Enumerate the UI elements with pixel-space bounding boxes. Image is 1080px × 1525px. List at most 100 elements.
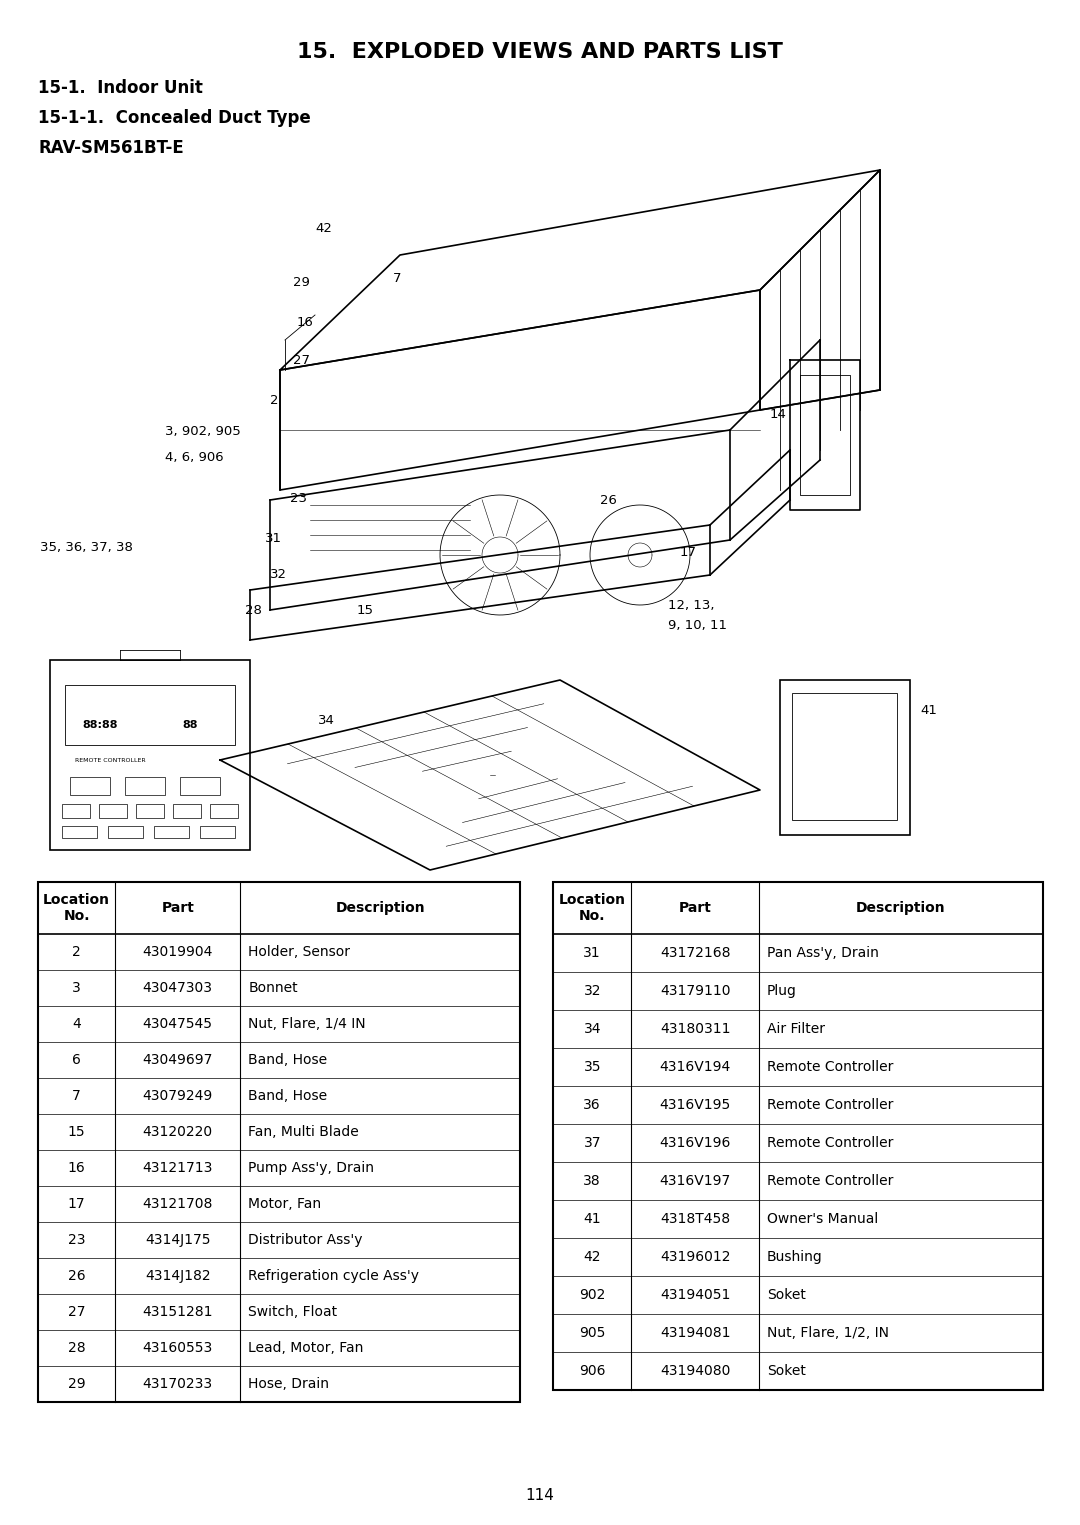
Bar (210, 804, 238, 817)
Text: 43194081: 43194081 (660, 1327, 730, 1340)
Bar (792, 692, 897, 820)
Text: 23: 23 (68, 1234, 85, 1247)
Text: Air Filter: Air Filter (767, 1022, 825, 1035)
Text: Bonnet: Bonnet (248, 981, 298, 994)
Text: 3: 3 (72, 981, 81, 994)
Text: Distributor Ass'y: Distributor Ass'y (248, 1234, 363, 1247)
Text: 43180311: 43180311 (660, 1022, 730, 1035)
Text: 2: 2 (270, 393, 279, 407)
Bar (62, 827, 97, 839)
Text: Lead, Motor, Fan: Lead, Motor, Fan (248, 1340, 364, 1356)
Text: 43172168: 43172168 (660, 946, 730, 961)
Text: Part: Part (161, 901, 194, 915)
Text: 43194080: 43194080 (660, 1363, 730, 1379)
Bar (62, 804, 90, 817)
Text: Description: Description (336, 901, 426, 915)
Text: Band, Hose: Band, Hose (248, 1089, 327, 1103)
Text: Soket: Soket (767, 1363, 806, 1379)
Text: 6: 6 (72, 1052, 81, 1068)
Text: Holder, Sensor: Holder, Sensor (248, 946, 350, 959)
Text: 15: 15 (357, 604, 374, 616)
Text: 14: 14 (770, 409, 787, 421)
Text: 43151281: 43151281 (143, 1305, 213, 1319)
Text: Plug: Plug (767, 984, 797, 997)
Text: Remote Controller: Remote Controller (767, 1098, 893, 1112)
Bar (65, 685, 235, 746)
Text: REMOTE CONTROLLER: REMOTE CONTROLLER (75, 758, 146, 762)
Bar (70, 778, 110, 795)
Bar (154, 827, 189, 839)
Bar (780, 680, 910, 836)
Bar (136, 804, 164, 817)
Text: Motor, Fan: Motor, Fan (248, 1197, 322, 1211)
Text: 4314J182: 4314J182 (145, 1269, 211, 1283)
Text: 36: 36 (583, 1098, 600, 1112)
Text: Part: Part (678, 901, 712, 915)
Text: Soket: Soket (767, 1289, 806, 1302)
Text: 43120220: 43120220 (143, 1125, 213, 1139)
Text: 17: 17 (68, 1197, 85, 1211)
Text: Nut, Flare, 1/4 IN: Nut, Flare, 1/4 IN (248, 1017, 366, 1031)
Text: Pump Ass'y, Drain: Pump Ass'y, Drain (248, 1161, 375, 1174)
Text: 34: 34 (583, 1022, 600, 1035)
Text: 28: 28 (68, 1340, 85, 1356)
Text: 43121708: 43121708 (143, 1197, 213, 1211)
Text: 7: 7 (393, 271, 402, 285)
Text: Hose, Drain: Hose, Drain (248, 1377, 329, 1391)
Text: 27: 27 (68, 1305, 85, 1319)
Text: 41: 41 (583, 1212, 600, 1226)
Text: 43049697: 43049697 (143, 1052, 213, 1068)
Text: 16: 16 (297, 316, 314, 328)
Text: 88:88: 88:88 (82, 720, 118, 730)
Text: Remote Controller: Remote Controller (767, 1060, 893, 1074)
Text: 15: 15 (68, 1125, 85, 1139)
Text: 4316V197: 4316V197 (660, 1174, 731, 1188)
Text: 114: 114 (526, 1487, 554, 1502)
Text: 27: 27 (293, 354, 310, 366)
Text: 31: 31 (265, 532, 282, 544)
Text: 29: 29 (68, 1377, 85, 1391)
Text: RAV-SM561BT-E: RAV-SM561BT-E (38, 139, 184, 157)
Text: 43194051: 43194051 (660, 1289, 730, 1302)
Text: 906: 906 (579, 1363, 606, 1379)
Text: Switch, Float: Switch, Float (248, 1305, 338, 1319)
Text: 42: 42 (583, 1250, 600, 1264)
Text: Remote Controller: Remote Controller (767, 1136, 893, 1150)
Text: 16: 16 (68, 1161, 85, 1174)
Text: 28: 28 (245, 604, 261, 616)
Text: Nut, Flare, 1/2, IN: Nut, Flare, 1/2, IN (767, 1327, 889, 1340)
Text: 2: 2 (72, 946, 81, 959)
Text: Location
No.: Location No. (43, 894, 110, 923)
Text: 43179110: 43179110 (660, 984, 730, 997)
Text: 43170233: 43170233 (143, 1377, 213, 1391)
Text: Refrigeration cycle Ass'y: Refrigeration cycle Ass'y (248, 1269, 419, 1283)
Bar (125, 778, 165, 795)
Text: 7: 7 (72, 1089, 81, 1103)
Text: 35, 36, 37, 38: 35, 36, 37, 38 (40, 541, 133, 555)
Text: 29: 29 (293, 276, 310, 288)
Text: 9, 10, 11: 9, 10, 11 (669, 619, 727, 631)
Text: Owner's Manual: Owner's Manual (767, 1212, 878, 1226)
Text: 4316V195: 4316V195 (660, 1098, 731, 1112)
Text: 26: 26 (600, 494, 617, 506)
Text: Description: Description (856, 901, 946, 915)
Bar (553, 881, 1043, 1389)
Text: 17: 17 (680, 546, 697, 558)
Text: Remote Controller: Remote Controller (767, 1174, 893, 1188)
Text: 43196012: 43196012 (660, 1250, 730, 1264)
Text: 4316V196: 4316V196 (660, 1136, 731, 1150)
Text: 32: 32 (270, 569, 287, 581)
Text: 43160553: 43160553 (143, 1340, 213, 1356)
Bar (50, 660, 249, 849)
Text: 41: 41 (920, 703, 936, 717)
Text: 15.  EXPLODED VIEWS AND PARTS LIST: 15. EXPLODED VIEWS AND PARTS LIST (297, 43, 783, 63)
Text: 15-1-1.  Concealed Duct Type: 15-1-1. Concealed Duct Type (38, 108, 311, 127)
Text: 4, 6, 906: 4, 6, 906 (165, 451, 224, 465)
Text: Bushing: Bushing (767, 1250, 823, 1264)
Text: 35: 35 (583, 1060, 600, 1074)
Text: 4316V194: 4316V194 (660, 1060, 731, 1074)
Text: 34: 34 (318, 714, 335, 726)
Text: 32: 32 (583, 984, 600, 997)
Text: Fan, Multi Blade: Fan, Multi Blade (248, 1125, 360, 1139)
Bar (173, 804, 201, 817)
